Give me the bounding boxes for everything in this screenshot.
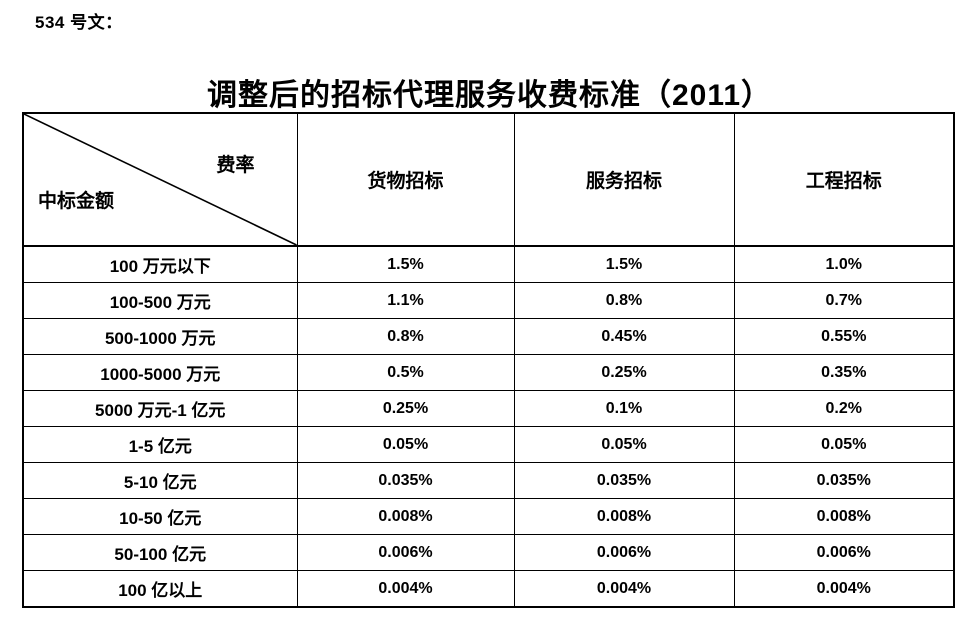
diagonal-header-cell: 费率 中标金额 <box>22 112 298 247</box>
row-label: 50-100 亿元 <box>22 534 298 571</box>
rate-cell: 0.45% <box>513 318 735 355</box>
column-header-service-tender: 服务招标 <box>513 112 735 247</box>
table-row: 10-50 亿元 0.008% 0.008% 0.008% <box>22 498 955 535</box>
row-label: 500-1000 万元 <box>22 318 298 355</box>
rate-cell: 1.1% <box>296 282 515 319</box>
rate-cell: 0.008% <box>733 498 955 535</box>
row-label: 5000 万元-1 亿元 <box>22 390 298 427</box>
rate-cell: 0.1% <box>513 390 735 427</box>
header-row: 费率 中标金额 货物招标 服务招标 工程招标 <box>22 112 955 247</box>
rate-cell: 0.35% <box>733 354 955 391</box>
rate-cell: 1.5% <box>296 245 515 283</box>
column-header-engineering-tender: 工程招标 <box>733 112 955 247</box>
rate-cell: 0.035% <box>733 462 955 499</box>
corner-label-award-amount: 中标金额 <box>38 191 115 212</box>
diagonal-divider-line <box>24 114 297 245</box>
rate-cell: 0.004% <box>513 570 735 608</box>
column-header-goods-tender: 货物招标 <box>296 112 515 247</box>
table-row: 1-5 亿元 0.05% 0.05% 0.05% <box>22 426 955 463</box>
rate-cell: 0.5% <box>296 354 515 391</box>
row-label: 1000-5000 万元 <box>22 354 298 391</box>
rate-cell: 0.035% <box>296 462 515 499</box>
rate-cell: 0.55% <box>733 318 955 355</box>
rate-cell: 0.25% <box>296 390 515 427</box>
row-label: 1-5 亿元 <box>22 426 298 463</box>
rate-cell: 0.004% <box>296 570 515 608</box>
table-row: 100 亿以上 0.004% 0.004% 0.004% <box>22 570 955 608</box>
rate-cell: 0.006% <box>513 534 735 571</box>
rate-cell: 0.008% <box>296 498 515 535</box>
corner-label-rate: 费率 <box>216 155 255 176</box>
rate-cell: 0.05% <box>513 426 735 463</box>
rate-cell: 0.8% <box>513 282 735 319</box>
table-row: 500-1000 万元 0.8% 0.45% 0.55% <box>22 318 955 355</box>
table-row: 5-10 亿元 0.035% 0.035% 0.035% <box>22 462 955 499</box>
rate-cell: 0.006% <box>733 534 955 571</box>
rate-cell: 0.25% <box>513 354 735 391</box>
rate-cell: 0.2% <box>733 390 955 427</box>
row-label: 100 亿以上 <box>22 570 298 608</box>
rate-cell: 0.004% <box>733 570 955 608</box>
rate-cell: 0.006% <box>296 534 515 571</box>
rate-cell: 0.05% <box>296 426 515 463</box>
page-title: 调整后的招标代理服务收费标准（2011） <box>206 79 773 113</box>
doc-reference-number: 534 号文： <box>35 13 123 32</box>
rate-cell: 0.035% <box>513 462 735 499</box>
rate-cell: 1.5% <box>513 245 735 283</box>
row-label: 5-10 亿元 <box>22 462 298 499</box>
rate-cell: 0.008% <box>513 498 735 535</box>
row-label: 10-50 亿元 <box>22 498 298 535</box>
rate-cell: 0.8% <box>296 318 515 355</box>
table-row: 100 万元以下 1.5% 1.5% 1.0% <box>22 245 955 283</box>
rate-cell: 1.0% <box>733 245 955 283</box>
table-row: 1000-5000 万元 0.5% 0.25% 0.35% <box>22 354 955 391</box>
table-row: 100-500 万元 1.1% 0.8% 0.7% <box>22 282 955 319</box>
row-label: 100-500 万元 <box>22 282 298 319</box>
rate-cell: 0.7% <box>733 282 955 319</box>
rate-cell: 0.05% <box>733 426 955 463</box>
fee-rate-table: 费率 中标金额 货物招标 服务招标 工程招标 100 万元以下 1.5% 1.5… <box>22 112 955 608</box>
row-label: 100 万元以下 <box>22 245 298 283</box>
table-row: 5000 万元-1 亿元 0.25% 0.1% 0.2% <box>22 390 955 427</box>
table-row: 50-100 亿元 0.006% 0.006% 0.006% <box>22 534 955 571</box>
